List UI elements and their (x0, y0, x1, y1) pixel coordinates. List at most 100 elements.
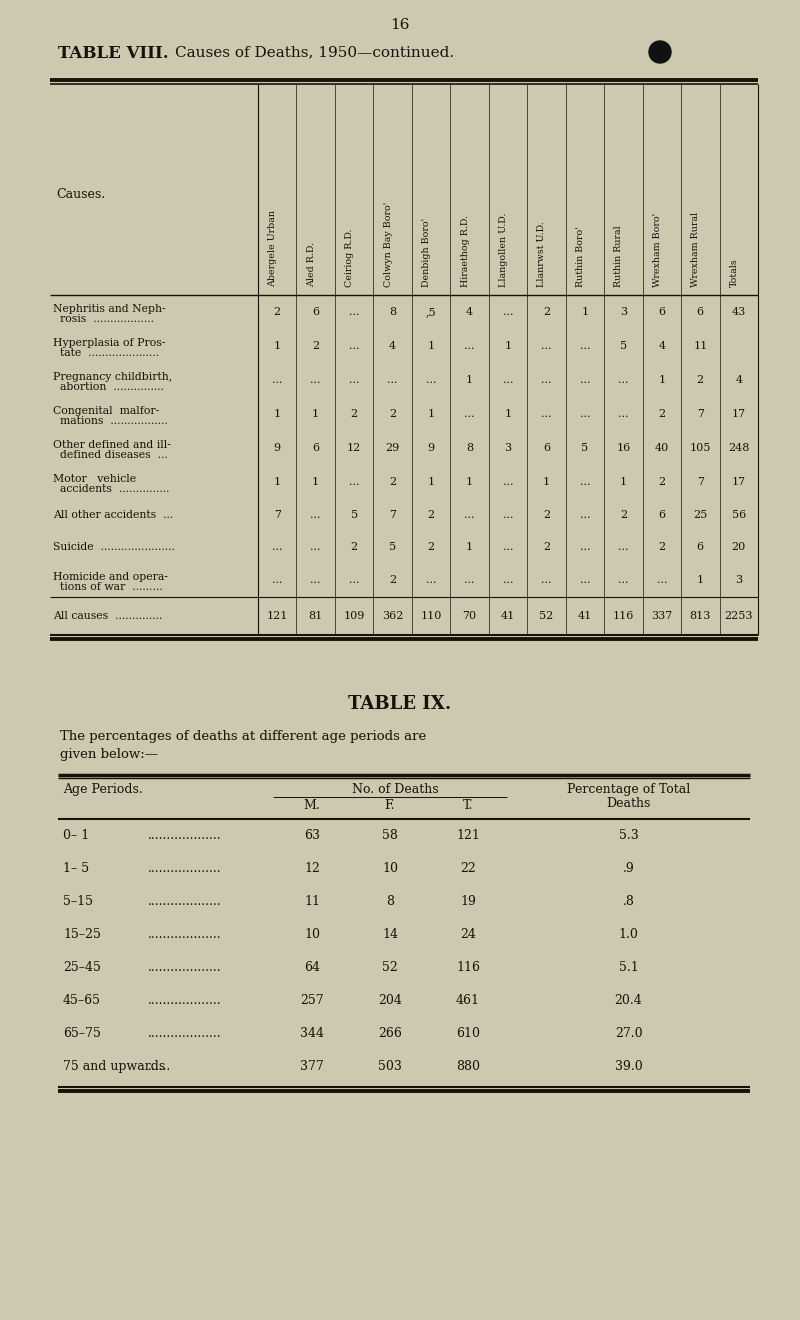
Text: ...: ... (426, 576, 436, 585)
Text: 56: 56 (732, 510, 746, 520)
Text: 880: 880 (456, 1060, 480, 1073)
Text: ...: ... (272, 576, 282, 585)
Text: 109: 109 (343, 611, 365, 620)
Text: ...: ... (542, 375, 552, 385)
Text: Llanrwst U.D.: Llanrwst U.D. (538, 222, 546, 286)
Text: 12: 12 (347, 444, 362, 453)
Text: Causes.: Causes. (56, 189, 105, 202)
Text: 70: 70 (462, 611, 477, 620)
Text: 2: 2 (389, 477, 396, 487)
Text: 6: 6 (312, 308, 319, 317)
Text: 610: 610 (456, 1027, 480, 1040)
Text: 1: 1 (543, 477, 550, 487)
Text: 17: 17 (732, 409, 746, 418)
Text: 116: 116 (613, 611, 634, 620)
Text: mations  .................: mations ................. (53, 416, 168, 426)
Text: ...: ... (580, 341, 590, 351)
Text: 121: 121 (266, 611, 288, 620)
Text: 25–45: 25–45 (63, 961, 101, 974)
Text: 4: 4 (389, 341, 396, 351)
Text: All causes  ..............: All causes .............. (53, 611, 162, 620)
Text: 7: 7 (697, 477, 704, 487)
Text: 39.0: 39.0 (614, 1060, 642, 1073)
Text: Wrexham Boro': Wrexham Boro' (653, 213, 662, 286)
Text: ...: ... (542, 409, 552, 418)
Text: 2: 2 (350, 409, 358, 418)
Text: 2: 2 (658, 409, 666, 418)
Text: Ruthin Boro': Ruthin Boro' (576, 226, 585, 286)
Text: Hyperplasia of Pros-: Hyperplasia of Pros- (53, 338, 166, 348)
Text: ...: ... (387, 375, 398, 385)
Text: ...: ... (502, 510, 514, 520)
Text: ...: ... (464, 409, 474, 418)
Text: 1: 1 (505, 341, 511, 351)
Text: TABLE VIII.: TABLE VIII. (58, 45, 169, 62)
Text: ...: ... (310, 543, 321, 552)
Text: 8: 8 (466, 444, 473, 453)
Text: 12: 12 (304, 862, 320, 875)
Text: 4: 4 (658, 341, 666, 351)
Text: 10: 10 (304, 928, 320, 941)
Text: 41: 41 (578, 611, 592, 620)
Text: 0– 1: 0– 1 (63, 829, 90, 842)
Text: 29: 29 (386, 444, 400, 453)
Text: M.: M. (304, 799, 320, 812)
Text: 1.0: 1.0 (618, 928, 638, 941)
Text: ...: ... (310, 576, 321, 585)
Text: 81: 81 (309, 611, 323, 620)
Text: tate  .....................: tate ..................... (53, 348, 159, 358)
Text: 8: 8 (389, 308, 396, 317)
Text: 14: 14 (382, 928, 398, 941)
Text: T.: T. (463, 799, 473, 812)
Text: 2: 2 (697, 375, 704, 385)
Text: 1: 1 (466, 543, 473, 552)
Text: 1: 1 (427, 409, 434, 418)
Text: ...: ... (502, 375, 514, 385)
Text: ...: ... (618, 543, 629, 552)
Text: 204: 204 (378, 994, 402, 1007)
Text: 1: 1 (274, 409, 281, 418)
Text: ...: ... (502, 576, 514, 585)
Text: 362: 362 (382, 611, 403, 620)
Text: Hiraethog R.D.: Hiraethog R.D. (461, 215, 470, 286)
Text: 1: 1 (697, 576, 704, 585)
Text: abortion  ...............: abortion ............... (53, 381, 164, 392)
Text: ...: ... (542, 576, 552, 585)
Text: Nephritis and Neph-: Nephritis and Neph- (53, 304, 166, 314)
Text: ...: ... (464, 341, 474, 351)
Text: 813: 813 (690, 611, 711, 620)
Text: Motor   vehicle: Motor vehicle (53, 474, 136, 484)
Text: Aled R.D.: Aled R.D. (306, 242, 316, 286)
Text: 1: 1 (658, 375, 666, 385)
Text: 1: 1 (312, 409, 319, 418)
Text: 25: 25 (693, 510, 707, 520)
Text: 10: 10 (382, 862, 398, 875)
Text: Ruthin Rural: Ruthin Rural (614, 226, 623, 286)
Text: 2: 2 (427, 510, 434, 520)
Text: 1: 1 (620, 477, 627, 487)
Text: ...: ... (464, 576, 474, 585)
Text: Llangollen U.D.: Llangollen U.D. (499, 213, 508, 286)
Text: rosis  ..................: rosis .................. (53, 314, 154, 323)
Text: 3: 3 (505, 444, 511, 453)
Text: 11: 11 (693, 341, 707, 351)
Text: Age Periods.: Age Periods. (63, 783, 142, 796)
Text: 2: 2 (350, 543, 358, 552)
Text: ...................: ................... (148, 994, 222, 1007)
Text: 2: 2 (543, 308, 550, 317)
Text: 7: 7 (274, 510, 281, 520)
Text: Denbigh Boro': Denbigh Boro' (422, 218, 431, 286)
Text: 344: 344 (300, 1027, 324, 1040)
Text: 16: 16 (616, 444, 630, 453)
Text: 2: 2 (389, 576, 396, 585)
Text: ,5: ,5 (426, 308, 436, 317)
Text: 2: 2 (427, 543, 434, 552)
Text: ...: ... (349, 576, 359, 585)
Text: 75 and upwards: 75 and upwards (63, 1060, 166, 1073)
Text: 1: 1 (466, 477, 473, 487)
Text: 2: 2 (389, 409, 396, 418)
Text: ...: ... (502, 308, 514, 317)
Text: ...: ... (580, 375, 590, 385)
Text: 116: 116 (456, 961, 480, 974)
Text: ...: ... (618, 576, 629, 585)
